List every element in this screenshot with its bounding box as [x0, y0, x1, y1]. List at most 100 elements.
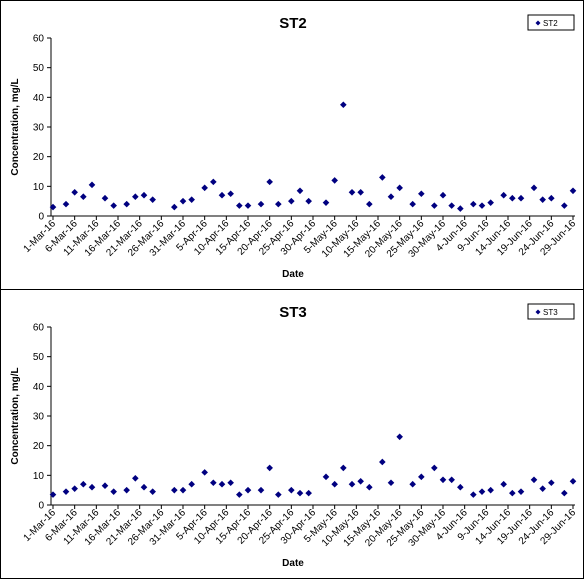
y-tick-label: 0: [38, 212, 44, 223]
x-axis-label: Date: [282, 558, 304, 569]
data-point: [331, 177, 338, 184]
data-point: [275, 491, 282, 498]
data-point: [387, 479, 395, 487]
data-point: [569, 477, 577, 485]
y-tick-label: 10: [33, 471, 45, 482]
data-point: [257, 486, 265, 494]
data-point: [305, 489, 312, 497]
y-tick-label: 20: [33, 152, 45, 163]
data-point: [71, 485, 78, 492]
data-point: [149, 488, 156, 495]
data-point: [418, 190, 425, 198]
data-point: [448, 476, 455, 484]
series-st2: [49, 101, 577, 212]
data-point: [210, 479, 217, 487]
y-tick-label: 30: [33, 123, 45, 134]
data-point: [110, 202, 117, 209]
data-point: [539, 485, 546, 492]
data-point: [569, 187, 577, 195]
data-point: [201, 469, 208, 476]
data-point: [288, 197, 295, 205]
data-point: [188, 480, 195, 488]
data-point: [548, 194, 555, 202]
data-point: [348, 188, 356, 196]
y-tick-label: 10: [33, 182, 45, 193]
data-point: [288, 486, 295, 494]
data-point: [322, 473, 330, 481]
data-point: [236, 491, 243, 498]
chart-panel-st3: ST3 0 10 20 30 40 50 60 1-Mar-16 6-Mar-16 11-Mar-1…: [0, 289, 584, 579]
data-point: [149, 196, 156, 203]
data-point: [548, 479, 555, 487]
data-point: [49, 491, 57, 498]
data-point: [227, 190, 234, 198]
data-point: [179, 197, 187, 205]
data-point: [62, 200, 70, 208]
data-point: [49, 203, 57, 211]
data-point: [71, 188, 78, 196]
legend-box: [527, 14, 575, 31]
data-point: [409, 480, 416, 488]
legend: ST2: [527, 14, 575, 31]
legend-label: ST3: [543, 308, 558, 317]
data-point: [296, 187, 304, 195]
data-point: [340, 101, 347, 109]
data-point: [171, 486, 178, 494]
data-point: [266, 464, 273, 472]
data-point: [366, 483, 373, 491]
data-point: [396, 433, 403, 441]
y-tick-label: 40: [33, 382, 45, 393]
data-point: [431, 202, 438, 209]
data-point: [478, 488, 486, 495]
y-tick-label: 30: [33, 412, 45, 423]
data-point: [500, 191, 507, 199]
data-point: [257, 200, 265, 208]
data-point: [431, 464, 438, 472]
data-point: [517, 194, 525, 202]
data-point: [379, 458, 386, 466]
data-point: [218, 480, 226, 488]
x-axis-label: Date: [282, 269, 304, 280]
y-tick-label: 50: [33, 352, 45, 363]
data-point: [123, 486, 130, 494]
data-point: [487, 486, 494, 494]
data-point: [132, 193, 139, 201]
data-point: [387, 193, 395, 201]
data-point: [530, 476, 538, 484]
y-tick-label: 20: [33, 441, 45, 452]
data-point: [244, 486, 252, 494]
data-point: [340, 464, 347, 472]
data-point: [296, 489, 304, 497]
data-point: [487, 199, 494, 206]
legend: ST3: [527, 303, 575, 320]
series-st3: [49, 433, 577, 498]
data-point: [188, 196, 195, 203]
legend-marker: [535, 20, 541, 26]
chart-title: ST2: [279, 15, 307, 32]
data-point: [357, 477, 364, 485]
chart-panel-st2: ST2 0 10 20 30 40 50 60 1-Mar-16 6-Mar-16 11-Mar-1…: [0, 0, 584, 290]
y-axis-label: Concentration, mg/L: [10, 367, 21, 464]
data-point: [530, 184, 538, 192]
data-point: [210, 178, 217, 186]
data-point: [132, 475, 139, 482]
data-point: [517, 488, 525, 495]
legend-marker: [535, 309, 541, 315]
data-point: [331, 480, 338, 488]
data-point: [539, 196, 546, 203]
y-tick-label: 60: [33, 323, 45, 334]
y-tick-label: 60: [33, 34, 45, 45]
data-point: [80, 193, 87, 201]
data-point: [88, 483, 96, 491]
data-point: [439, 476, 447, 484]
data-point: [448, 202, 455, 209]
data-point: [179, 486, 187, 494]
data-point: [478, 202, 486, 209]
data-point: [171, 203, 178, 211]
data-point: [409, 200, 416, 208]
data-point: [418, 473, 425, 481]
data-point: [80, 480, 87, 488]
data-point: [396, 184, 403, 192]
data-point: [509, 489, 516, 497]
data-point: [470, 491, 477, 498]
